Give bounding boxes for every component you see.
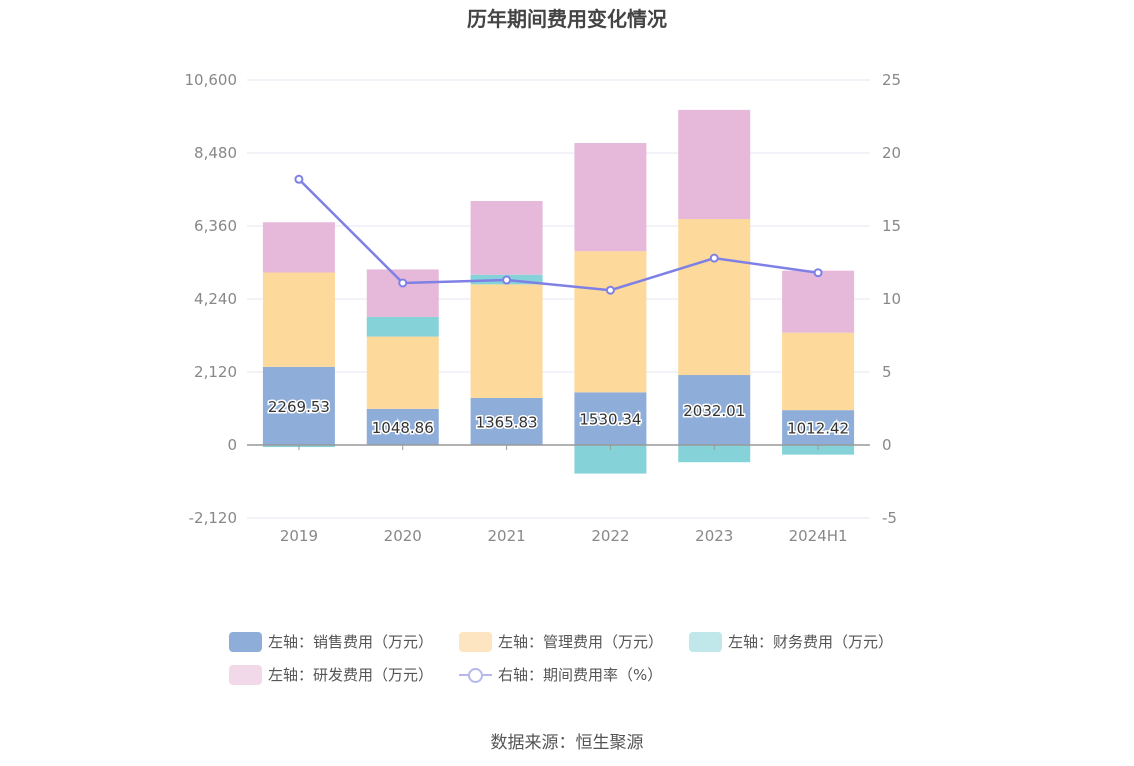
data-label: 2032.01 [683, 402, 745, 420]
bar-segment-2020-3 [366, 269, 439, 317]
right-axis-tick-label: 25 [882, 71, 901, 89]
grid-layer [247, 79, 870, 519]
chart-title: 历年期间费用变化情况 [467, 7, 667, 31]
x-axis-tick-label: 2022 [591, 527, 629, 545]
bar-segment-2019-0 [262, 366, 335, 445]
legend-item[interactable]: 左轴：研发费用（万元） [229, 664, 433, 685]
left-axis-tick-label: 8,480 [194, 144, 237, 162]
bar-segment-2022-3 [574, 143, 647, 252]
bar-segment-2020-1 [366, 336, 439, 409]
legend-item[interactable]: 左轴：销售费用（万元） [229, 631, 433, 652]
bar-segment-2021-1 [470, 284, 543, 398]
left-axis-tick-label: 2,120 [194, 363, 237, 381]
data-label: 1365.83 [476, 413, 538, 431]
x-axis-tick-label: 2019 [280, 527, 318, 545]
rate-point [398, 278, 408, 288]
rate-point [813, 268, 823, 278]
left-axis-tick-label: 6,360 [194, 217, 237, 235]
right-axis-tick-label: -5 [882, 509, 897, 527]
left-axis-tick-label: 10,600 [185, 71, 238, 89]
legend-label: 左轴：管理费用（万元） [498, 633, 664, 651]
legend-item[interactable]: 右轴：期间费用率（%） [459, 664, 662, 685]
data-label: 1048.86 [372, 419, 434, 437]
bar-layer [262, 109, 855, 474]
bar-segment-2024H1-3 [782, 270, 855, 333]
legend-label: 左轴：财务费用（万元） [728, 633, 894, 651]
legend-label: 左轴：销售费用（万元） [268, 633, 434, 651]
bar-segment-2023-0 [678, 375, 751, 445]
data-label: 2269.53 [268, 398, 330, 416]
bar-segment-2019-1 [262, 272, 335, 367]
label-layer: 2269.53 1048.86 1365.83 1530.34 2032.01 1012.… [266, 396, 850, 439]
rate-point [294, 174, 304, 184]
legend-swatch [689, 631, 722, 652]
line-layer [294, 174, 823, 295]
bar-segment-2024H1-1 [782, 332, 855, 411]
x-axis-tick-label: 2023 [695, 527, 733, 545]
bar-segment-2022-0 [574, 392, 647, 445]
right-axis-tick-label: 10 [882, 290, 901, 308]
left-axis-tick-label: 4,240 [194, 290, 237, 308]
bar-segment-2021-0 [470, 397, 543, 445]
legend-label: 左轴：研发费用（万元） [268, 666, 434, 684]
rate-point [605, 285, 615, 295]
left-axis-tick-label: 0 [227, 436, 237, 454]
legend-label: 右轴：期间费用率（%） [498, 666, 663, 684]
bar-segment-2024H1-0 [782, 410, 855, 445]
legend-line-marker-icon [459, 665, 492, 685]
bar-segment-2021-3 [470, 201, 543, 275]
left-axis-tick-label: -2,120 [189, 509, 237, 527]
source-note: 数据来源：恒生聚源 [490, 733, 644, 753]
bar-segment-2020-2 [366, 316, 439, 337]
x-axis-tick-label: 2020 [384, 527, 422, 545]
right-axis-tick-label: 0 [882, 436, 892, 454]
data-label: 1012.42 [787, 420, 849, 438]
legend-item[interactable]: 左轴：财务费用（万元） [689, 631, 893, 652]
bar-segment-2019-3 [262, 222, 335, 273]
bar-segment-2022-1 [574, 251, 647, 393]
legend-swatch [459, 631, 492, 652]
legend-swatch [229, 631, 262, 652]
right-axis-tick-label: 15 [882, 217, 901, 235]
bar-segment-2023-3 [678, 109, 751, 220]
rate-point [502, 275, 512, 285]
legend-item[interactable]: 左轴：管理费用（万元） [459, 631, 663, 652]
legend-swatch [229, 664, 262, 685]
rate-line [298, 178, 819, 292]
bar-segment-2020-0 [366, 408, 439, 445]
data-label: 1530.34 [579, 411, 641, 429]
rate-point [709, 253, 719, 263]
right-axis-tick-label: 5 [882, 363, 892, 381]
bar-segment-2023-2 [678, 445, 751, 463]
bar-segment-2023-1 [678, 219, 751, 376]
x-axis-tick-label: 2021 [487, 527, 525, 545]
axis-layer: 10,600 25 8,480 20 6,360 15 4,240 10 2,120 5 0 0 -2,… [185, 71, 902, 545]
x-axis-tick-label: 2024H1 [789, 527, 848, 545]
right-axis-tick-label: 20 [882, 144, 901, 162]
